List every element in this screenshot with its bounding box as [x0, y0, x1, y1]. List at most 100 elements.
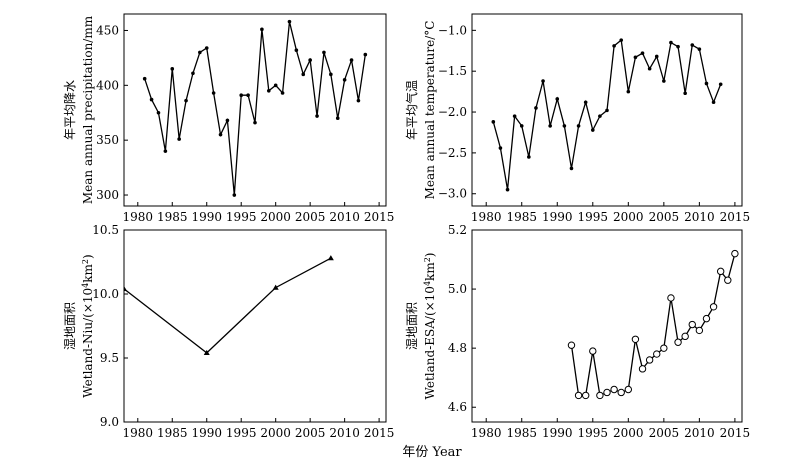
wetland-niu-series-line — [124, 257, 332, 354]
precipitation-data-point — [149, 97, 154, 102]
wetland-esa-x-tick-label: 2010 — [684, 426, 715, 440]
precipitation-data-point — [308, 58, 312, 62]
temperature-data-point — [619, 38, 624, 42]
precipitation-x-tick-label: 2010 — [329, 210, 360, 224]
temperature-data-point — [590, 128, 595, 132]
precipitation-x-tick-label: 1995 — [226, 210, 257, 224]
precipitation-data-point — [287, 19, 292, 24]
temperature-data-point — [491, 120, 496, 124]
precipitation-data-point — [253, 120, 257, 125]
temperature-plot-frame — [471, 13, 743, 207]
wetland-esa-y-tick-label: 5.0 — [448, 282, 467, 296]
wetland-esa-x-tick-label: 1995 — [578, 426, 609, 440]
temperature-x-tick-label: 2005 — [649, 210, 680, 224]
wetland-esa-y-tick-label: 5.2 — [448, 223, 467, 237]
temperature-data-point — [662, 79, 666, 83]
wetland-esa-data-point — [610, 385, 618, 394]
precipitation-data-point — [218, 132, 223, 137]
temperature-data-point — [676, 44, 680, 49]
temperature-x-tick-label: 2000 — [613, 210, 644, 224]
temperature-data-point — [498, 146, 503, 150]
temperature-data-point — [527, 155, 531, 159]
wetland-esa-data-point — [638, 365, 647, 373]
wetland-niu-x-tick-label: 2015 — [364, 426, 395, 440]
precipitation-data-point — [322, 50, 326, 55]
temperature-data-point — [690, 43, 695, 47]
wetland-esa-data-point — [653, 350, 661, 358]
wetland-esa-ylabel-cn: 湿地面积 — [404, 302, 419, 350]
temperature-ylabel-cn: 年平均气温 — [404, 80, 419, 140]
temperature-data-point — [598, 114, 602, 118]
wetland-esa-data-point — [596, 391, 604, 400]
wetland-niu-data-point — [203, 349, 210, 355]
precipitation-x-tick-label: 2000 — [260, 210, 291, 224]
wetland-esa-series-line — [570, 253, 736, 397]
precipitation-data-point — [170, 67, 175, 71]
precipitation-data-point — [198, 50, 202, 55]
wetland-esa-data-point — [624, 385, 633, 394]
precipitation-data-point — [363, 52, 368, 57]
wetland-esa-data-point — [567, 341, 576, 349]
wetland-niu-panel: 1980 1985 1990 1995 2000 2005 2010 2015 9.0 9.5 10… — [92, 223, 394, 440]
wetland-esa-data-point — [589, 347, 597, 355]
temperature-panel: 1980 1985 1990 1995 2000 2005 2010 2015 −3.0 −2.5… — [438, 13, 750, 224]
temperature-data-point — [633, 55, 638, 60]
temperature-data-point — [534, 106, 538, 110]
wetland-esa-data-point — [716, 267, 725, 276]
wetland-niu-y-tick-label: 10.5 — [92, 223, 119, 237]
temperature-series-line — [492, 38, 722, 190]
wetland-niu-y-tick-label: 9.5 — [100, 351, 119, 365]
temperature-data-point — [555, 97, 560, 101]
precipitation-panel: 1980 1985 1990 1995 2000 2005 2010 2015 300 350 40… — [96, 13, 394, 224]
precipitation-data-point — [260, 27, 264, 32]
precipitation-data-point — [335, 116, 340, 121]
precipitation-data-point — [315, 114, 319, 118]
temperature-data-point — [647, 66, 652, 71]
precipitation-data-point — [273, 83, 278, 88]
precipitation-data-point — [342, 78, 347, 82]
wetland-niu-data-point — [327, 255, 334, 261]
wetland-niu-y-tick-label: 10.0 — [92, 287, 119, 301]
temperature-y-tick-label: −2.0 — [438, 105, 467, 119]
temperature-y-tick-label: −1.0 — [438, 23, 467, 37]
precipitation-plot-frame — [123, 13, 387, 207]
wetland-niu-ylabel-en: Wetland-Niu/(×104km2) — [81, 254, 95, 397]
precipitation-y-tick-label: 350 — [96, 133, 119, 147]
temperature-data-point — [519, 124, 524, 128]
temperature-x-tick-label: 1985 — [506, 210, 537, 224]
wetland-esa-x-tick-label: 2015 — [720, 426, 751, 440]
precipitation-ylabel-cn: 年平均降水 — [63, 80, 77, 140]
temperature-data-point — [576, 124, 581, 128]
precipitation-data-point — [239, 93, 244, 97]
wetland-esa-x-tick-label: 1985 — [506, 426, 537, 440]
precipitation-data-point — [204, 46, 209, 50]
wetland-esa-data-point — [674, 338, 682, 346]
wetland-esa-data-point — [667, 294, 675, 302]
wetland-esa-data-point — [731, 249, 739, 258]
wetland-niu-plot-frame — [123, 229, 387, 423]
temperature-data-point — [562, 124, 567, 128]
precipitation-data-point — [177, 137, 181, 141]
precipitation-data-point — [211, 91, 216, 95]
temperature-x-tick-label: 1995 — [578, 210, 609, 224]
temperature-data-point — [711, 100, 716, 105]
temperature-data-point — [505, 187, 510, 192]
temperature-data-point — [640, 51, 645, 56]
wetland-esa-data-point — [681, 332, 689, 341]
wetland-esa-x-tick-label: 2000 — [613, 426, 644, 440]
x-axis-label: 年份 Year — [402, 445, 462, 460]
wetland-esa-x-tick-label: 2005 — [649, 426, 680, 440]
temperature-ylabel-en: Mean annual temperature/°C — [423, 21, 437, 200]
temperature-data-point — [669, 40, 673, 45]
wetland-esa-x-tick-label: 1980 — [471, 426, 502, 440]
wetland-niu-x-tick-label: 2010 — [329, 426, 360, 440]
precipitation-data-point — [232, 193, 237, 197]
precipitation-y-tick-label: 400 — [96, 78, 119, 92]
precipitation-data-point — [329, 72, 333, 77]
wetland-niu-y-tick-label: 9.0 — [100, 415, 119, 429]
wetland-esa-panel: 1980 1985 1990 1995 2000 2005 2010 2015 4.6 4.8 5.… — [448, 223, 750, 440]
temperature-data-point — [683, 91, 687, 96]
wetland-esa-data-point — [660, 344, 668, 352]
wetland-esa-y-tick-label: 4.6 — [448, 400, 467, 414]
